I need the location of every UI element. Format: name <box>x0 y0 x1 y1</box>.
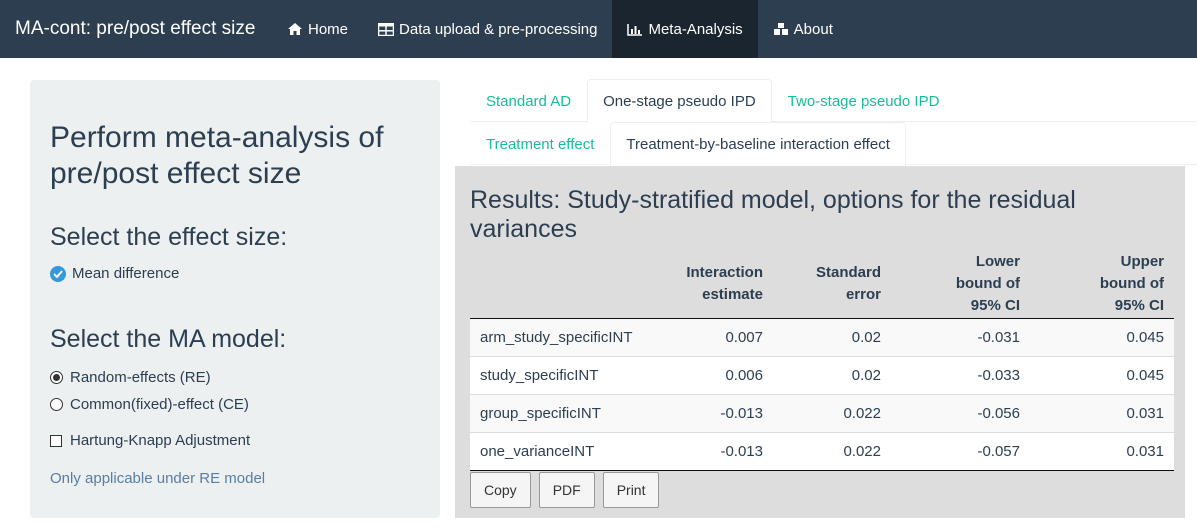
app-title: MA-cont: pre/post effect size <box>15 18 256 39</box>
ma-model-heading: Select the MA model: <box>50 325 287 353</box>
table-row: arm_study_specificINT 0.007 0.02 -0.031 … <box>470 317 1174 356</box>
nav-home[interactable]: Home <box>272 0 363 58</box>
export-buttons: Copy PDF Print <box>470 472 660 508</box>
table-cell: 0.031 <box>1030 393 1174 432</box>
table-cell: one_varianceINT <box>470 431 655 471</box>
copy-button[interactable]: Copy <box>470 472 531 508</box>
table-cell: 0.02 <box>773 317 891 356</box>
column-header[interactable]: Lower bound of 95% CI <box>891 251 1030 319</box>
table-header-row: Interaction estimate Standard error Lowe… <box>470 251 1174 319</box>
table-row: one_varianceINT -0.013 0.022 -0.057 0.03… <box>470 431 1174 471</box>
tabs-analysis-type: Standard AD One-stage pseudo IPD Two-sta… <box>470 79 1197 123</box>
navbar: MA-cont: pre/post effect size Home Data … <box>0 0 1197 58</box>
tab-interaction-effect[interactable]: Treatment-by-baseline interaction effect <box>610 122 906 166</box>
column-header[interactable]: Standard error <box>773 251 891 319</box>
home-icon <box>287 22 303 36</box>
table-row: study_specificINT 0.006 0.02 -0.033 0.04… <box>470 355 1174 394</box>
radio-unselected[interactable] <box>50 398 63 411</box>
column-header[interactable] <box>470 251 655 319</box>
table-cell: 0.045 <box>1030 317 1174 356</box>
table-cell: -0.013 <box>655 393 773 432</box>
column-header[interactable]: Upper bound of 95% CI <box>1030 251 1174 319</box>
radio-selected[interactable] <box>50 371 63 384</box>
table-cell: arm_study_specificINT <box>470 317 655 356</box>
table-cell: -0.057 <box>891 431 1030 471</box>
hartung-knapp-checkbox[interactable]: Hartung-Knapp Adjustment <box>50 432 250 449</box>
cubes-icon <box>773 22 789 36</box>
checkbox-box[interactable] <box>50 434 62 447</box>
nav-about[interactable]: About <box>758 0 848 58</box>
tab-two-stage-pseudo-ipd[interactable]: Two-stage pseudo IPD <box>787 92 940 110</box>
table-row: group_specificINT -0.013 0.022 -0.056 0.… <box>470 393 1174 432</box>
nav-meta-analysis-label: Meta-Analysis <box>648 20 743 38</box>
table-cell: 0.006 <box>655 355 773 394</box>
table-cell: 0.022 <box>773 393 891 432</box>
nav-home-label: Home <box>308 20 349 38</box>
effect-option-mean-difference[interactable]: Mean difference <box>50 265 179 282</box>
tab-treatment-effect[interactable]: Treatment effect <box>486 135 595 153</box>
check-circle-icon <box>50 265 66 282</box>
model-option-random-effects[interactable]: Random-effects (RE) <box>50 369 211 386</box>
model-option-common-effect[interactable]: Common(fixed)-effect (CE) <box>50 396 249 413</box>
table-cell: -0.013 <box>655 431 773 471</box>
column-header-label: Lower bound of 95% CI <box>955 253 1020 315</box>
table-cell: study_specificINT <box>470 355 655 394</box>
table-cell: 0.007 <box>655 317 773 356</box>
hartung-knapp-label: Hartung-Knapp Adjustment <box>70 432 251 449</box>
bar-chart-icon <box>627 22 643 36</box>
table-icon <box>378 22 395 36</box>
tab-standard-ad[interactable]: Standard AD <box>486 92 572 110</box>
column-header[interactable]: Interaction estimate <box>655 251 773 319</box>
table-cell: -0.033 <box>891 355 1030 394</box>
nav-about-label: About <box>793 20 833 38</box>
column-header-label: Standard error <box>815 264 881 304</box>
table-cell: group_specificINT <box>470 393 655 432</box>
column-header-label: Upper bound of 95% CI <box>1099 253 1164 315</box>
column-header-label: Interaction estimate <box>686 264 763 304</box>
effect-option-label: Mean difference <box>72 265 180 282</box>
nav-meta-analysis[interactable]: Meta-Analysis <box>612 0 758 58</box>
table-cell: 0.02 <box>773 355 891 394</box>
tabs-effect-type: Treatment effect Treatment-by-baseline i… <box>470 122 1197 166</box>
table-cell: 0.031 <box>1030 431 1174 471</box>
table-cell: -0.056 <box>891 393 1030 432</box>
effect-size-heading: Select the effect size: <box>50 223 288 251</box>
table-cell: -0.031 <box>891 317 1030 356</box>
nav-data-upload[interactable]: Data upload & pre-processing <box>363 0 612 58</box>
results-table: Interaction estimate Standard error Lowe… <box>470 251 1174 471</box>
nav-data-upload-label: Data upload & pre-processing <box>399 20 598 38</box>
sidebar-panel: Perform meta-analysis of pre/post effect… <box>30 80 440 518</box>
model-option-label: Common(fixed)-effect (CE) <box>70 396 249 413</box>
help-text: Only applicable under RE model <box>50 470 266 487</box>
model-option-label: Random-effects (RE) <box>70 369 211 386</box>
sidebar-title: Perform meta-analysis of pre/post effect… <box>50 121 384 190</box>
print-button[interactable]: Print <box>602 472 660 508</box>
results-panel: Results: Study-stratified model, options… <box>455 166 1185 518</box>
table-cell: 0.045 <box>1030 355 1174 394</box>
tab-one-stage-pseudo-ipd[interactable]: One-stage pseudo IPD <box>587 79 772 123</box>
results-title: Results: Study-stratified model, options… <box>470 186 1076 243</box>
table-cell: 0.022 <box>773 431 891 471</box>
pdf-button[interactable]: PDF <box>538 472 595 508</box>
